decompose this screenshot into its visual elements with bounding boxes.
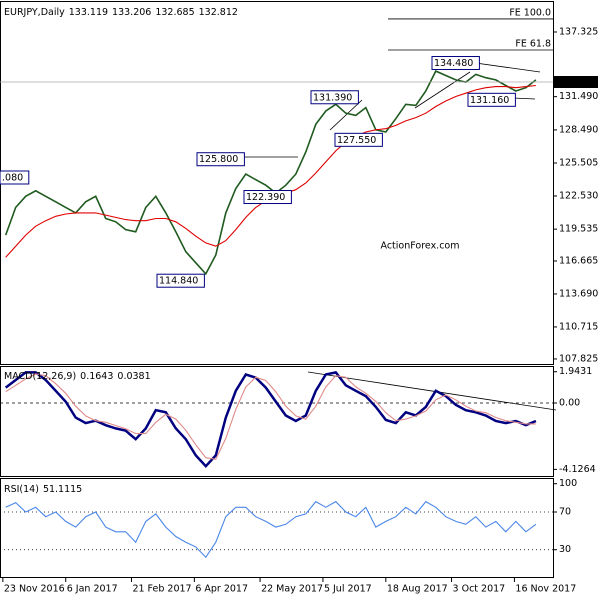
series-line	[4, 371, 537, 469]
x-tick-label: 22 May 2017	[261, 584, 323, 595]
y-tick-label: 100	[559, 478, 577, 489]
trend-line	[307, 371, 557, 411]
y-tick-label: 131.490	[559, 91, 598, 102]
panel-title: EURJPY,Daily	[4, 7, 65, 18]
y-tick-label: 107.825	[559, 353, 598, 364]
price-label-box	[467, 92, 516, 107]
panel-header: EURJPY,Daily 133.119 133.206 132.685 132.812	[4, 7, 238, 18]
trend-line	[414, 71, 471, 109]
y-tick-label: 1.9431	[559, 366, 592, 377]
header-value: 132.685	[155, 7, 194, 18]
price-label-box	[310, 90, 359, 105]
price-label: 131.390	[313, 92, 352, 103]
x-tick-label: 6 Apr 2017	[195, 584, 248, 595]
fibo-label: FE 61.8	[515, 38, 551, 49]
last-price-box	[554, 76, 598, 89]
y-tick-label: 110.715	[559, 321, 598, 332]
price-label: 125.800	[199, 154, 238, 165]
header-value: 0.0381	[117, 371, 150, 382]
fibo-label: FE 100.0	[509, 7, 551, 18]
x-tick-label: 3 Oct 2017	[453, 584, 506, 595]
series-line	[5, 373, 536, 460]
series-line	[5, 500, 537, 559]
trend-line	[329, 99, 363, 131]
x-tick-label: 21 Feb 2017	[132, 584, 191, 595]
x-tick-label: 5 Jul 2017	[324, 584, 372, 595]
price-label-box	[156, 273, 205, 288]
trend-lines	[240, 57, 557, 411]
last-price: 132.812	[557, 77, 596, 88]
panel-header: RSI(14) 51.1115	[4, 484, 82, 495]
price-label: 134.480	[434, 58, 473, 69]
price-label-box	[431, 56, 480, 71]
panel-title: RSI(14)	[4, 484, 39, 495]
x-tick-label: 23 Nov 2016	[4, 584, 65, 595]
x-tick-label: 6 Jan 2017	[67, 584, 118, 595]
price-label-box	[0, 170, 30, 185]
y-tick-label: -4.1264	[559, 464, 596, 475]
y-tick-label: 119.535	[559, 224, 598, 235]
x-tick-label: 16 Nov 2017	[515, 584, 576, 595]
header-value: 133.206	[112, 7, 151, 18]
price-label: 122.390	[246, 192, 285, 203]
y-tick-label: 128.490	[559, 124, 598, 135]
rsi-panel	[0, 478, 554, 578]
price-label-box	[334, 132, 383, 147]
price-label: 114.840	[159, 276, 198, 287]
x-tick-label: 18 Aug 2017	[387, 584, 448, 595]
price-label-box	[243, 190, 292, 205]
series-line	[5, 84, 536, 258]
panel-header: MACD(12,26,9) 0.1643 0.0381	[4, 371, 151, 382]
header-value: 132.812	[199, 7, 238, 18]
price-panel	[0, 1, 554, 365]
header-value: 51.1115	[43, 484, 82, 495]
y-tick-label: 116.665	[559, 255, 598, 266]
price-label: .080	[2, 173, 23, 184]
y-tick-label: 113.690	[559, 288, 598, 299]
y-tick-label: 137.325	[559, 26, 598, 37]
series-line	[4, 70, 537, 276]
panel-title: MACD(12,26,9)	[4, 371, 76, 382]
y-tick-label: 70	[559, 507, 571, 518]
price-label: 131.160	[470, 95, 509, 106]
macd-panel	[0, 366, 554, 477]
y-tick-label: 125.505	[559, 157, 598, 168]
y-tick-label: 122.530	[559, 190, 598, 201]
price-label-box	[196, 152, 245, 167]
price-label: 127.550	[337, 135, 376, 146]
header-value: 0.1643	[80, 371, 113, 382]
y-tick-label: 0.00	[559, 398, 580, 409]
y-tick-label: 30	[559, 544, 571, 555]
watermark: ActionForex.com	[381, 241, 460, 252]
header-value: 133.119	[69, 7, 108, 18]
